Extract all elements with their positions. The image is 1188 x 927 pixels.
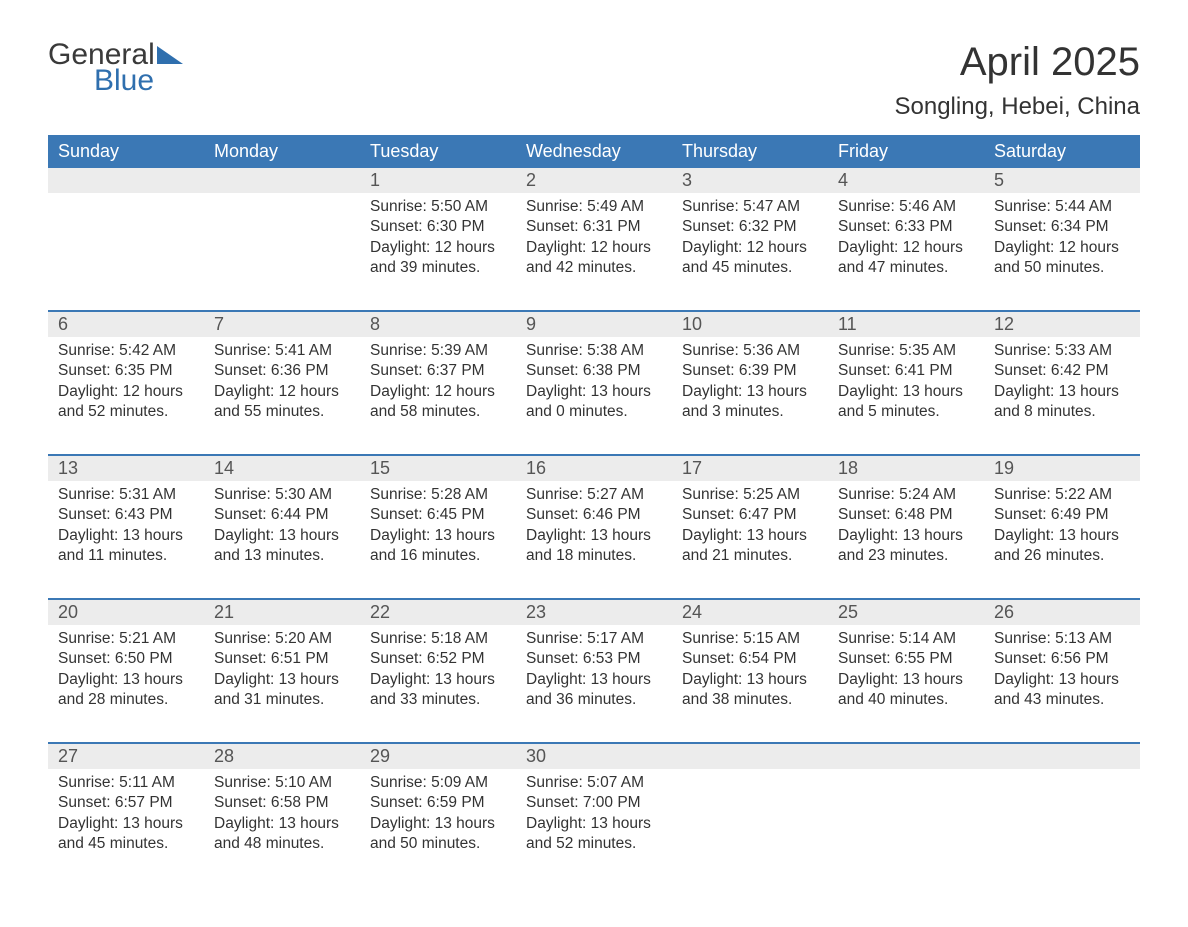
daynum-row: 13141516171819 <box>48 455 1140 481</box>
day-detail-cell: Sunrise: 5:42 AMSunset: 6:35 PMDaylight:… <box>48 337 204 455</box>
day-detail-cell: Sunrise: 5:20 AMSunset: 6:51 PMDaylight:… <box>204 625 360 743</box>
day-number-cell: 16 <box>516 455 672 481</box>
day-detail-cell: Sunrise: 5:46 AMSunset: 6:33 PMDaylight:… <box>828 193 984 311</box>
weekday-header-row: SundayMondayTuesdayWednesdayThursdayFrid… <box>48 135 1140 168</box>
day-detail-cell <box>984 769 1140 887</box>
day-number-cell <box>984 743 1140 769</box>
day-number-cell: 1 <box>360 168 516 193</box>
day-number-cell: 10 <box>672 311 828 337</box>
weekday-header: Tuesday <box>360 135 516 168</box>
day-number-cell: 23 <box>516 599 672 625</box>
day-number-cell: 11 <box>828 311 984 337</box>
day-number-cell: 29 <box>360 743 516 769</box>
day-number-cell <box>828 743 984 769</box>
weekday-header: Monday <box>204 135 360 168</box>
day-number-cell: 20 <box>48 599 204 625</box>
day-number-cell: 6 <box>48 311 204 337</box>
day-body-row: Sunrise: 5:50 AMSunset: 6:30 PMDaylight:… <box>48 193 1140 311</box>
day-detail-cell: Sunrise: 5:13 AMSunset: 6:56 PMDaylight:… <box>984 625 1140 743</box>
day-detail-cell: Sunrise: 5:15 AMSunset: 6:54 PMDaylight:… <box>672 625 828 743</box>
day-number-cell: 3 <box>672 168 828 193</box>
day-detail-cell <box>828 769 984 887</box>
calendar-table: SundayMondayTuesdayWednesdayThursdayFrid… <box>48 135 1140 887</box>
day-detail-cell: Sunrise: 5:27 AMSunset: 6:46 PMDaylight:… <box>516 481 672 599</box>
day-number-cell: 27 <box>48 743 204 769</box>
day-detail-cell <box>672 769 828 887</box>
day-detail-cell: Sunrise: 5:11 AMSunset: 6:57 PMDaylight:… <box>48 769 204 887</box>
day-detail-cell: Sunrise: 5:21 AMSunset: 6:50 PMDaylight:… <box>48 625 204 743</box>
daynum-row: 27282930 <box>48 743 1140 769</box>
day-number-cell: 19 <box>984 455 1140 481</box>
day-detail-cell: Sunrise: 5:35 AMSunset: 6:41 PMDaylight:… <box>828 337 984 455</box>
day-detail-cell: Sunrise: 5:17 AMSunset: 6:53 PMDaylight:… <box>516 625 672 743</box>
day-detail-cell: Sunrise: 5:14 AMSunset: 6:55 PMDaylight:… <box>828 625 984 743</box>
day-number-cell: 26 <box>984 599 1140 625</box>
day-number-cell <box>672 743 828 769</box>
day-detail-cell: Sunrise: 5:47 AMSunset: 6:32 PMDaylight:… <box>672 193 828 311</box>
brand-logo: General Blue <box>48 40 183 96</box>
daynum-row: 6789101112 <box>48 311 1140 337</box>
day-number-cell: 4 <box>828 168 984 193</box>
weekday-header: Wednesday <box>516 135 672 168</box>
day-detail-cell: Sunrise: 5:10 AMSunset: 6:58 PMDaylight:… <box>204 769 360 887</box>
day-number-cell: 28 <box>204 743 360 769</box>
day-detail-cell: Sunrise: 5:41 AMSunset: 6:36 PMDaylight:… <box>204 337 360 455</box>
day-detail-cell: Sunrise: 5:49 AMSunset: 6:31 PMDaylight:… <box>516 193 672 311</box>
day-detail-cell: Sunrise: 5:30 AMSunset: 6:44 PMDaylight:… <box>204 481 360 599</box>
day-number-cell: 17 <box>672 455 828 481</box>
day-number-cell <box>204 168 360 193</box>
location-label: Songling, Hebei, China <box>895 93 1141 121</box>
day-body-row: Sunrise: 5:11 AMSunset: 6:57 PMDaylight:… <box>48 769 1140 887</box>
weekday-header: Friday <box>828 135 984 168</box>
day-detail-cell: Sunrise: 5:39 AMSunset: 6:37 PMDaylight:… <box>360 337 516 455</box>
day-detail-cell: Sunrise: 5:24 AMSunset: 6:48 PMDaylight:… <box>828 481 984 599</box>
day-detail-cell: Sunrise: 5:28 AMSunset: 6:45 PMDaylight:… <box>360 481 516 599</box>
day-number-cell: 21 <box>204 599 360 625</box>
daynum-row: 20212223242526 <box>48 599 1140 625</box>
day-detail-cell: Sunrise: 5:36 AMSunset: 6:39 PMDaylight:… <box>672 337 828 455</box>
day-number-cell: 25 <box>828 599 984 625</box>
weekday-header: Sunday <box>48 135 204 168</box>
day-detail-cell: Sunrise: 5:22 AMSunset: 6:49 PMDaylight:… <box>984 481 1140 599</box>
day-detail-cell: Sunrise: 5:09 AMSunset: 6:59 PMDaylight:… <box>360 769 516 887</box>
day-number-cell: 18 <box>828 455 984 481</box>
day-number-cell: 22 <box>360 599 516 625</box>
day-detail-cell: Sunrise: 5:44 AMSunset: 6:34 PMDaylight:… <box>984 193 1140 311</box>
day-number-cell: 5 <box>984 168 1140 193</box>
weekday-header: Thursday <box>672 135 828 168</box>
page-title: April 2025 <box>895 40 1141 85</box>
day-detail-cell: Sunrise: 5:07 AMSunset: 7:00 PMDaylight:… <box>516 769 672 887</box>
day-number-cell: 13 <box>48 455 204 481</box>
day-body-row: Sunrise: 5:42 AMSunset: 6:35 PMDaylight:… <box>48 337 1140 455</box>
day-number-cell: 15 <box>360 455 516 481</box>
day-detail-cell: Sunrise: 5:31 AMSunset: 6:43 PMDaylight:… <box>48 481 204 599</box>
day-number-cell: 9 <box>516 311 672 337</box>
day-number-cell: 30 <box>516 743 672 769</box>
day-body-row: Sunrise: 5:21 AMSunset: 6:50 PMDaylight:… <box>48 625 1140 743</box>
day-detail-cell: Sunrise: 5:25 AMSunset: 6:47 PMDaylight:… <box>672 481 828 599</box>
weekday-header: Saturday <box>984 135 1140 168</box>
day-detail-cell <box>204 193 360 311</box>
day-detail-cell: Sunrise: 5:18 AMSunset: 6:52 PMDaylight:… <box>360 625 516 743</box>
day-body-row: Sunrise: 5:31 AMSunset: 6:43 PMDaylight:… <box>48 481 1140 599</box>
day-detail-cell: Sunrise: 5:50 AMSunset: 6:30 PMDaylight:… <box>360 193 516 311</box>
day-number-cell <box>48 168 204 193</box>
day-number-cell: 7 <box>204 311 360 337</box>
day-number-cell: 12 <box>984 311 1140 337</box>
brand-name-2: Blue <box>94 66 183 96</box>
brand-triangle-icon <box>157 46 183 64</box>
day-detail-cell: Sunrise: 5:38 AMSunset: 6:38 PMDaylight:… <box>516 337 672 455</box>
day-number-cell: 8 <box>360 311 516 337</box>
day-detail-cell: Sunrise: 5:33 AMSunset: 6:42 PMDaylight:… <box>984 337 1140 455</box>
day-number-cell: 24 <box>672 599 828 625</box>
day-number-cell: 14 <box>204 455 360 481</box>
day-detail-cell <box>48 193 204 311</box>
day-number-cell: 2 <box>516 168 672 193</box>
daynum-row: 12345 <box>48 168 1140 193</box>
